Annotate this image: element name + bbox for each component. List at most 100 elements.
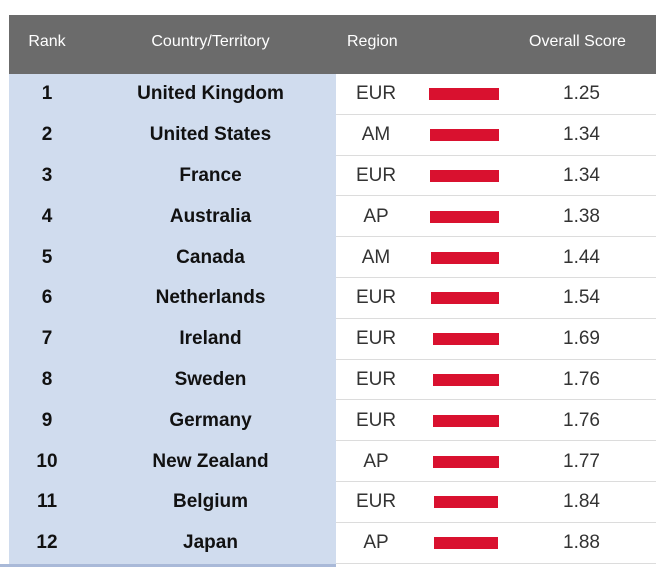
country-cell: United Kingdom [137,83,284,105]
country-cell: New Zealand [152,450,269,472]
score-cell: 1.77 [563,450,600,472]
row-left-background [9,237,336,278]
score-bar-cell [419,156,499,197]
score-bar [433,455,499,468]
header-region: Region [347,33,398,50]
row-left-background [9,74,336,115]
score-bar-cell [419,441,499,482]
score-bar [433,496,499,509]
score-cell: 1.25 [563,83,600,105]
score-bar-cell [419,74,499,115]
table-row: 5 Canada AM 1.44 [9,237,656,278]
country-cell: Japan [183,532,238,554]
table-bottom-edge [0,564,336,567]
score-bar [431,292,499,305]
score-cell: 1.38 [563,205,600,227]
rank-cell: 12 [36,532,58,554]
rank-cell: 6 [41,287,53,309]
score-bar [433,373,499,386]
row-left-background [9,441,336,482]
score-bar [430,210,499,223]
score-bar-cell [419,278,499,319]
header-rank: Rank [28,33,66,50]
table-row: 1 United Kingdom EUR 1.25 [9,74,656,115]
score-bar [429,169,499,182]
region-cell: EUR [355,368,397,390]
score-cell: 1.84 [563,491,600,513]
score-bar-cell [419,360,499,401]
region-cell: EUR [355,409,397,431]
header-overall-score: Overall Score [529,33,626,50]
row-left-background [9,481,336,523]
country-cell: Sweden [174,368,247,390]
score-bar-cell [419,523,499,564]
row-left-background [9,522,336,564]
table-body: 1 United Kingdom EUR 1.25 2 United States AM 1.… [9,74,656,564]
rank-cell: 2 [41,124,53,146]
score-bar [430,251,499,264]
header-country: Country/Territory [151,33,270,50]
score-bar [429,88,499,101]
country-cell: France [179,164,242,186]
row-left-background [9,196,336,238]
table-row: 9 Germany EUR 1.76 [9,400,656,442]
score-bar-cell [419,237,499,278]
country-cell: Canada [176,246,245,268]
table-row: 10 New Zealand AP 1.77 [9,441,656,482]
country-cell: United States [149,124,272,146]
score-cell: 1.76 [563,409,600,431]
score-cell: 1.69 [563,328,600,350]
region-cell: AP [363,205,389,227]
score-bar [432,333,499,346]
rank-cell: 3 [41,164,53,186]
region-cell: AP [363,450,389,472]
ranking-table: Rank Country/Territory Region Overall Sc… [9,15,656,564]
rank-cell: 5 [41,246,53,268]
row-left-background [9,400,336,442]
rank-cell: 10 [36,450,58,472]
region-cell: AM [361,246,391,268]
row-right-background [336,359,656,401]
table-header: Rank Country/Territory Region Overall Sc… [9,15,656,74]
row-left-background [9,359,336,401]
row-left-background [9,318,336,360]
rank-cell: 7 [41,328,53,350]
score-bar-cell [419,115,499,156]
table-row: 6 Netherlands EUR 1.54 [9,277,656,319]
country-cell: Netherlands [155,287,266,309]
table-row: 12 Japan AP 1.88 [9,522,656,564]
table-row: 2 United States AM 1.34 [9,114,656,156]
table-row: 3 France EUR 1.34 [9,155,656,197]
region-cell: EUR [355,328,397,350]
region-cell: EUR [355,491,397,513]
rank-cell: 1 [41,83,53,105]
score-bar-cell [419,400,499,441]
rank-cell: 8 [41,368,53,390]
table-row: 4 Australia AP 1.38 [9,196,656,238]
score-cell: 1.88 [563,532,600,554]
country-cell: Ireland [179,328,242,350]
region-cell: EUR [355,164,397,186]
score-bar-cell [419,196,499,237]
score-cell: 1.54 [563,287,600,309]
row-left-background [9,277,336,319]
region-cell: AM [361,124,391,146]
table-row: 11 Belgium EUR 1.84 [9,481,656,523]
rank-cell: 9 [41,409,53,431]
score-cell: 1.76 [563,368,600,390]
row-left-background [9,155,336,197]
score-cell: 1.44 [563,246,600,268]
score-bar [434,537,498,550]
country-cell: Germany [169,409,252,431]
country-cell: Australia [169,205,252,227]
score-cell: 1.34 [563,164,600,186]
country-cell: Belgium [173,491,248,513]
score-bar [429,129,499,142]
table-row: 7 Ireland EUR 1.69 [9,318,656,360]
row-left-background [9,114,336,156]
score-bar [433,414,499,427]
region-cell: EUR [355,287,397,309]
region-cell: AP [363,532,389,554]
score-cell: 1.34 [563,124,600,146]
table-row: 8 Sweden EUR 1.76 [9,359,656,401]
